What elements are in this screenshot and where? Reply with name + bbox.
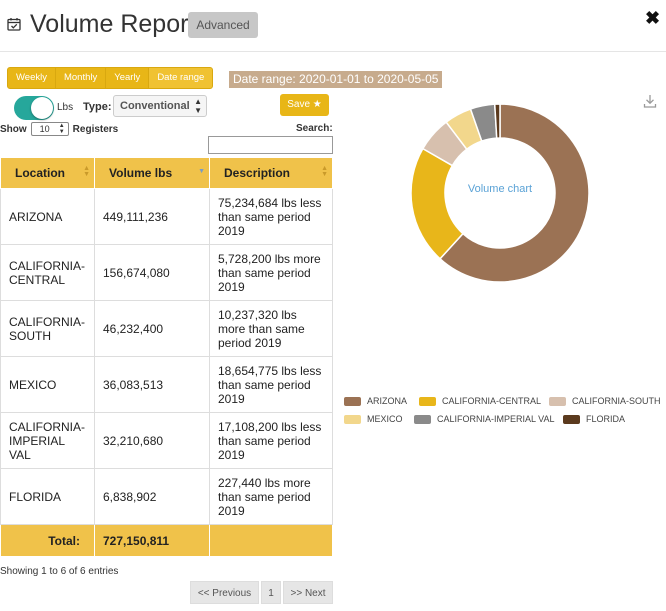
cell-description: 75,234,684 lbs less than same period 201… [209, 188, 333, 245]
total-label: Total: [0, 524, 95, 557]
cell-volume: 46,232,400 [94, 300, 210, 357]
legend-swatch [563, 414, 580, 424]
chart-center-label: Volume chart [467, 183, 533, 195]
volume-donut-chart [410, 103, 590, 283]
cell-location: CALIFORNIA-IMPERIAL VAL [0, 412, 95, 469]
total-value: 727,150,811 [94, 524, 210, 557]
legend-label: MEXICO [367, 414, 403, 424]
table-row: CALIFORNIA-IMPERIAL VAL 32,210,680 17,10… [0, 412, 333, 469]
column-header-location[interactable]: Location ▲ ▼ [0, 157, 95, 189]
unit-toggle[interactable] [14, 96, 54, 120]
period-selector: Weekly Monthly Yearly Date range [7, 67, 214, 89]
cell-description: 227,440 lbs more than same period 2019 [209, 468, 333, 525]
header: Volume Report Advanced ✖ [0, 0, 666, 52]
legend-label: CALIFORNIA-CENTRAL [442, 396, 542, 406]
sort-icon: ▲ ▼ [83, 165, 90, 178]
entries-select-value: 10 [39, 124, 50, 134]
table-row: CALIFORNIA-CENTRAL 156,674,080 5,728,200… [0, 244, 333, 301]
period-yearly-button[interactable]: Yearly [106, 68, 150, 88]
cell-location: FLORIDA [0, 468, 95, 525]
cell-volume: 449,111,236 [94, 188, 210, 245]
period-weekly-button[interactable]: Weekly [8, 68, 56, 88]
cell-volume: 156,674,080 [94, 244, 210, 301]
unit-label: Lbs [57, 102, 74, 113]
sort-desc-icon: ▼ [198, 168, 205, 175]
entries-control: Show 10 ▲ ▼ Registers [0, 122, 118, 136]
calendar-icon [7, 18, 21, 31]
search-label: Search: [296, 123, 333, 134]
cell-location: ARIZONA [0, 188, 95, 245]
cell-description: 17,108,200 lbs less than same period 201… [209, 412, 333, 469]
legend-label: ARIZONA [367, 396, 408, 406]
legend-label: FLORIDA [586, 414, 626, 424]
column-header-volume[interactable]: Volume lbs ▼ [94, 157, 210, 189]
legend-swatch [419, 396, 436, 406]
toggle-knob [31, 97, 53, 119]
page-title: Volume Report [30, 10, 196, 38]
table-row: ARIZONA 449,111,236 75,234,684 lbs less … [0, 188, 333, 245]
cell-description: 5,728,200 lbs more than same period 2019 [209, 244, 333, 301]
cell-location: CALIFORNIA-SOUTH [0, 300, 95, 357]
legend-item-mexico[interactable]: MEXICO [344, 413, 403, 425]
cell-location: CALIFORNIA-CENTRAL [0, 244, 95, 301]
previous-page-button[interactable]: << Previous [190, 581, 259, 604]
updown-arrow-icon: ▲ ▼ [58, 123, 65, 135]
legend-label: CALIFORNIA-SOUTH [572, 396, 661, 406]
cell-volume: 32,210,680 [94, 412, 210, 469]
table-row: FLORIDA 6,838,902 227,440 lbs more than … [0, 468, 333, 525]
column-header-description[interactable]: Description ▲ ▼ [209, 157, 333, 189]
legend-item-california-central[interactable]: CALIFORNIA-CENTRAL [419, 395, 541, 407]
close-icon[interactable]: ✖ [645, 8, 661, 28]
updown-arrow-icon: ▲ ▼ [194, 97, 202, 115]
next-page-button[interactable]: >> Next [283, 581, 333, 604]
download-icon[interactable] [643, 94, 657, 108]
total-empty-cell [209, 524, 333, 557]
period-date-range-button[interactable]: Date range [149, 68, 213, 88]
date-range-label: Date range: 2020-01-01 to 2020-05-05 [229, 71, 443, 88]
donut-slice-california-central[interactable] [410, 147, 465, 260]
cell-volume: 6,838,902 [94, 468, 210, 525]
donut-slice-arizona[interactable] [438, 103, 590, 283]
cell-description: 10,237,320 lbs more than same period 201… [209, 300, 333, 357]
registers-label: Registers [72, 123, 119, 135]
legend-swatch [344, 396, 361, 406]
type-label: Type: [83, 101, 112, 113]
cell-description: 18,654,775 lbs less than same period 201… [209, 356, 333, 413]
legend-item-arizona[interactable]: ARIZONA [344, 395, 407, 407]
legend-swatch [414, 414, 431, 424]
legend-label: CALIFORNIA-IMPERIAL VAL [437, 414, 555, 424]
cell-location: MEXICO [0, 356, 95, 413]
cell-volume: 36,083,513 [94, 356, 210, 413]
legend-item-california-south[interactable]: CALIFORNIA-SOUTH [549, 395, 661, 407]
entries-select[interactable]: 10 ▲ ▼ [30, 122, 69, 136]
legend-swatch [549, 396, 566, 406]
search-input[interactable] [208, 136, 333, 154]
volume-table: Location ▲ ▼ Volume lbs ▼ Description ▲ ▼ ARI… [0, 157, 333, 557]
table-row: CALIFORNIA-SOUTH 46,232,400 10,237,320 l… [0, 300, 333, 357]
legend-swatch [344, 414, 361, 424]
total-row: Total: 727,150,811 [0, 524, 333, 557]
sort-icon: ▲ ▼ [321, 165, 328, 178]
table-row: MEXICO 36,083,513 18,654,775 lbs less th… [0, 356, 333, 413]
page-1-button[interactable]: 1 [261, 581, 281, 604]
period-monthly-button[interactable]: Monthly [56, 68, 107, 88]
advanced-button[interactable]: Advanced [188, 12, 258, 38]
donut-slice-florida[interactable] [493, 103, 501, 139]
save-button[interactable]: Save ★ [280, 94, 329, 116]
show-label: Show [0, 123, 27, 135]
legend-item-california-imperial-val[interactable]: CALIFORNIA-IMPERIAL VAL [414, 413, 555, 425]
table-info: Showing 1 to 6 of 6 entries [0, 566, 119, 577]
legend-item-florida[interactable]: FLORIDA [563, 413, 625, 425]
type-select-value: Conventional [120, 100, 190, 112]
type-select[interactable]: Conventional ▲ ▼ [113, 95, 207, 117]
